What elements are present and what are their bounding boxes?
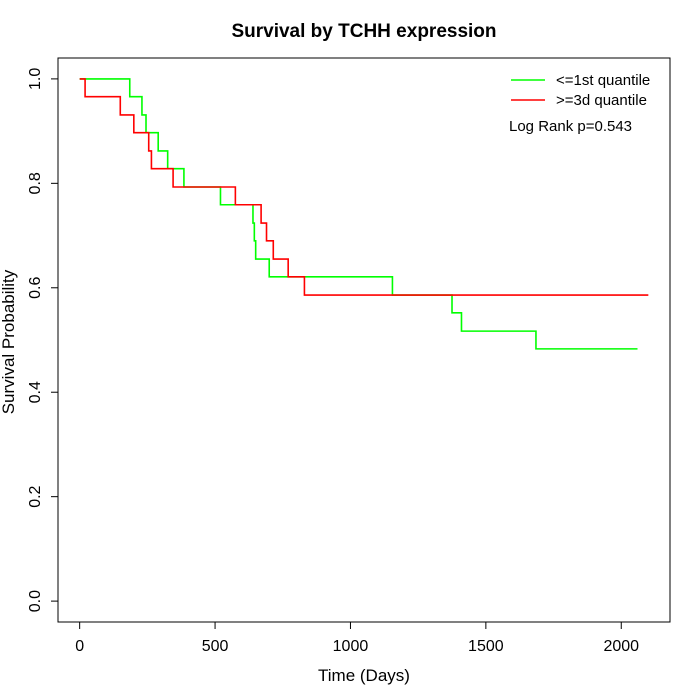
x-tick-label: 0 bbox=[75, 638, 84, 655]
y-tick-label: 0.6 bbox=[27, 277, 44, 299]
y-axis: 0.0 0.2 0.4 0.6 0.8 1.0 bbox=[27, 68, 59, 612]
legend-label-2: >=3d quantile bbox=[556, 92, 647, 109]
x-axis: 0 500 1000 1500 2000 bbox=[75, 621, 639, 655]
y-axis-label: Survival Probability bbox=[0, 269, 18, 414]
log-rank-annotation: Log Rank p=0.543 bbox=[509, 118, 632, 135]
y-tick-label: 1.0 bbox=[27, 68, 44, 90]
y-tick-label: 0.4 bbox=[27, 381, 44, 403]
x-axis-label: Time (Days) bbox=[318, 666, 410, 685]
x-tick-label: 2000 bbox=[603, 638, 639, 655]
legend-label-1: <=1st quantile bbox=[556, 72, 650, 89]
y-tick-label: 0.2 bbox=[27, 485, 44, 507]
x-tick-label: 1500 bbox=[468, 638, 504, 655]
y-tick-label: 0.0 bbox=[27, 590, 44, 612]
legend: <=1st quantile >=3d quantile bbox=[511, 72, 650, 109]
chart-title: Survival by TCHH expression bbox=[231, 21, 496, 42]
x-tick-label: 500 bbox=[202, 638, 229, 655]
series-layer bbox=[79, 78, 649, 350]
y-tick-label: 0.8 bbox=[27, 172, 44, 194]
x-tick-label: 1000 bbox=[333, 638, 369, 655]
survival-curve-series-2 bbox=[79, 78, 649, 296]
